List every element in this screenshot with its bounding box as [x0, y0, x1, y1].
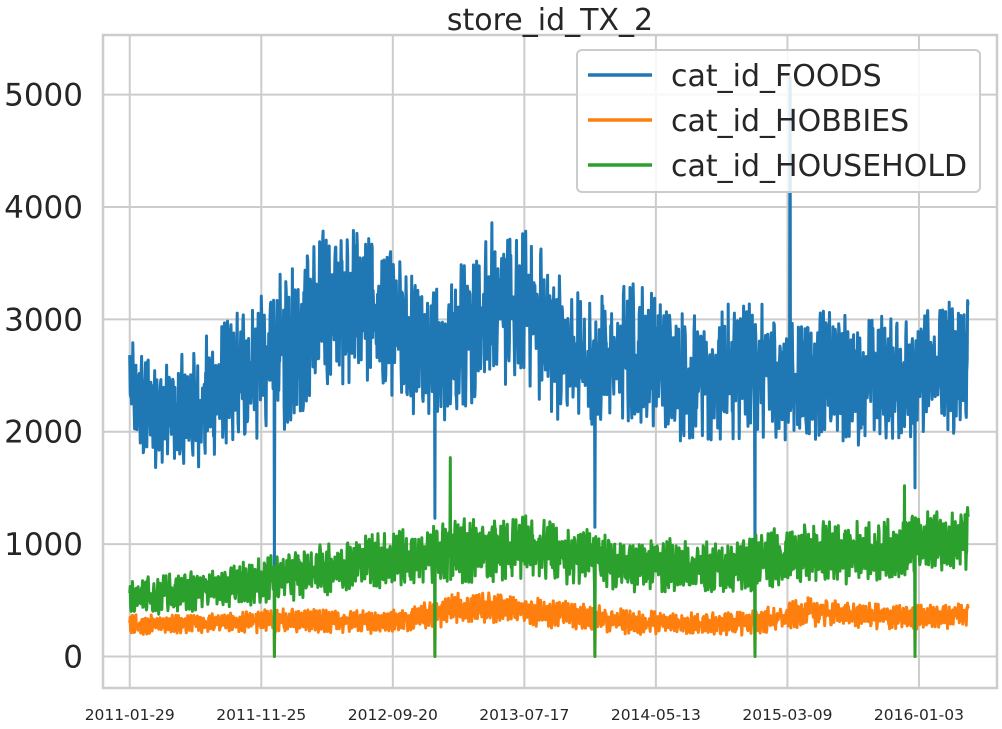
legend-label: cat_id_HOBBIES	[671, 104, 909, 139]
x-tick-label: 2015-03-09	[742, 706, 832, 724]
legend-label: cat_id_FOODS	[671, 59, 882, 94]
y-tick-label: 4000	[4, 190, 83, 226]
y-tick-label: 2000	[4, 415, 83, 451]
y-tick-label: 1000	[4, 527, 83, 563]
x-tick-label: 2013-07-17	[479, 706, 569, 724]
legend-box	[576, 49, 981, 193]
x-tick-label: 2014-05-13	[611, 706, 701, 724]
series-line	[128, 591, 970, 658]
x-tick-label: 2011-01-29	[85, 706, 175, 724]
y-tick-label: 5000	[4, 78, 83, 114]
y-tick-label: 0	[63, 640, 83, 676]
legend-label: cat_id_HOUSEHOLD	[671, 149, 967, 184]
x-tick-label: 2011-11-25	[216, 706, 306, 724]
x-tick-label: 2012-09-20	[348, 706, 438, 724]
series-group	[128, 76, 970, 658]
chart-title: store_id_TX_2	[447, 3, 653, 38]
series-line	[128, 456, 970, 658]
series-line	[128, 76, 970, 580]
x-tick-labels: 2011-01-29 2011-11-25 2012-09-20 2013-07-17…	[85, 706, 964, 724]
x-tick-label: 2016-01-03	[874, 706, 964, 724]
legend: cat_id_FOODS cat_id_HOBBIES cat_id_HOUSEHO…	[576, 49, 981, 193]
y-tick-label: 3000	[4, 302, 83, 338]
y-tick-labels: 0 1000 2000 3000 4000 5000	[4, 78, 83, 676]
